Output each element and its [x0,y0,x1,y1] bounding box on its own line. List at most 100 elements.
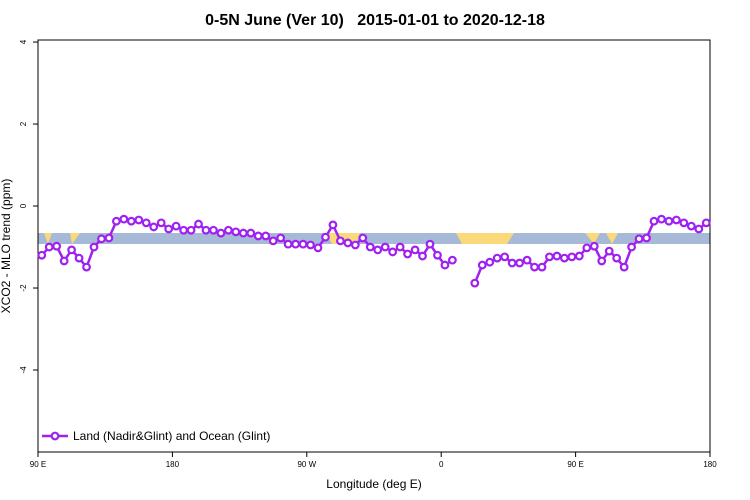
y-tick-label: 0 [19,203,28,208]
data-point [209,225,218,235]
data-point [634,234,644,244]
data-point [627,242,636,252]
data-point [672,215,681,225]
data-point [649,216,659,226]
land-patch [606,233,618,244]
y-tick-label: -4 [19,366,28,374]
data-point [149,222,159,232]
x-tick-label: 90 E [567,460,583,469]
data-point [298,239,308,249]
data-point [194,219,203,229]
data-point [619,262,629,272]
data-point [604,246,614,256]
data-point [97,234,106,244]
data-point [164,224,174,234]
land-patch [70,233,80,244]
data-point [306,240,315,250]
y-axis-label: XCO2 - MLO trend (ppm) [0,179,13,314]
data-point [37,250,47,260]
data-point [686,221,696,231]
chart-title: 0-5N June (Ver 10) 2015-01-01 to 2020-12… [205,12,545,29]
background-map [38,233,710,244]
data-point [582,243,592,253]
data-point [425,239,435,249]
data-point [701,218,711,228]
data-point [500,252,510,262]
data-point [642,233,651,243]
land-patch [44,233,52,244]
data-point [238,228,248,238]
legend-label: Land (Nadir&Glint) and Ocean (Glint) [73,429,270,443]
data-point [612,253,622,263]
data-point [141,218,151,228]
data-point [321,232,330,242]
ocean-band [38,233,710,244]
data-point [59,256,69,266]
data-point [111,216,121,226]
data-point [104,233,114,243]
data-point [433,250,442,260]
y-tick-label: -2 [19,284,28,292]
land-patch [585,233,600,244]
data-point [679,218,689,228]
data-point [44,242,54,252]
legend-marker [50,431,60,441]
data-point [253,231,263,241]
data-point [388,247,398,257]
data-point [477,260,487,270]
data-point [485,257,495,267]
data-point [67,245,76,255]
data-point [126,216,136,226]
data-point [134,215,144,225]
y-tick-label: 2 [19,121,28,126]
data-point [418,251,427,261]
data-point [552,251,562,261]
data-point [530,262,539,272]
data-point [261,231,271,241]
data-point [410,245,420,255]
data-point [560,253,569,263]
data-point [171,221,181,231]
x-tick-label: 180 [166,460,180,469]
data-point [373,245,383,255]
data-point [223,225,233,235]
data-point [283,239,293,249]
data-point [119,214,129,224]
data-point [694,224,704,234]
data-point [186,225,196,235]
data-point [276,233,286,243]
data-point [395,242,405,252]
x-tick-label: 90 W [297,460,316,469]
data-point [201,225,211,235]
land-patch [456,233,514,244]
data-point [567,252,577,262]
data-point [537,262,547,272]
data-point [328,220,338,230]
x-axis-label: Longitude (deg E) [326,477,421,491]
legend: Land (Nadir&Glint) and Ocean (Glint) [42,429,270,443]
data-point [515,258,524,268]
data-point [522,255,532,265]
data-point [358,233,368,243]
data-point [291,239,301,249]
data-point [156,218,166,228]
data-point [597,256,607,266]
data-point [216,228,226,238]
data-point [268,236,278,246]
data-point [82,262,91,272]
x-tick-label: 180 [703,460,717,469]
data-point [365,242,375,252]
data-point [574,251,584,261]
data-point [313,243,323,253]
data-point [246,228,256,238]
x-tick-label: 90 E [30,460,46,469]
data-point [179,225,189,235]
data-point [448,255,457,265]
data-point [492,253,502,263]
data-point [74,253,84,263]
data-point [470,278,480,288]
data-point [231,227,241,237]
data-point [350,240,360,250]
plot-frame [37,39,711,453]
data-point [545,252,554,262]
